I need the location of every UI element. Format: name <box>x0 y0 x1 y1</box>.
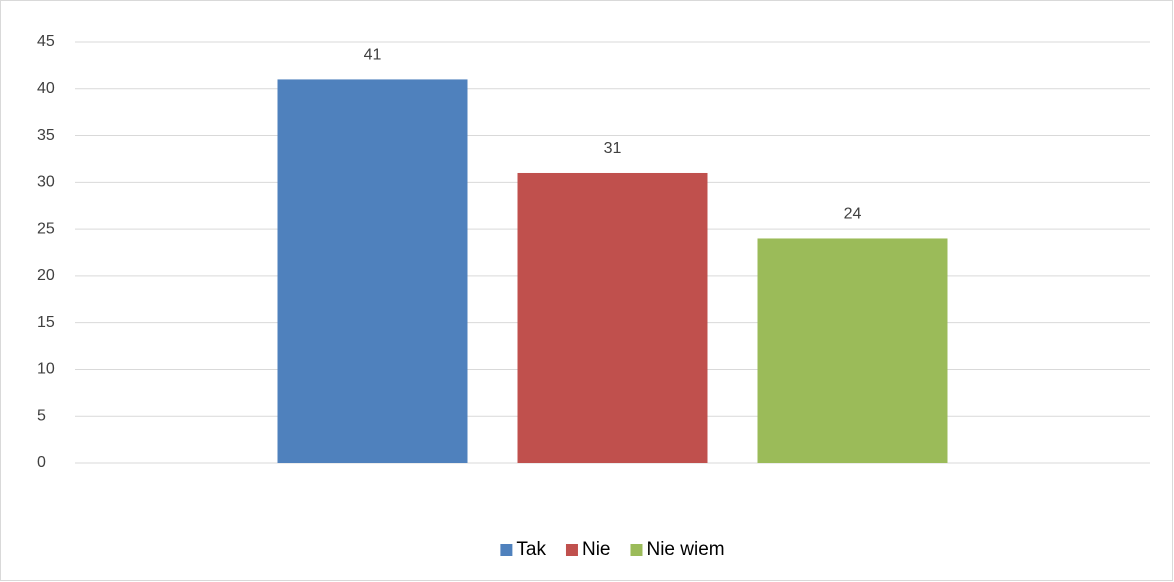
y-tick-label: 25 <box>37 220 55 237</box>
data-label: 31 <box>604 140 622 157</box>
legend-swatch <box>500 544 513 556</box>
bar <box>277 79 468 463</box>
y-tick-label: 10 <box>37 361 55 378</box>
legend-label: Nie <box>582 539 611 560</box>
y-tick-label: 5 <box>37 407 46 424</box>
y-tick-label: 30 <box>37 174 55 191</box>
legend-label: Nie wiem <box>646 539 724 560</box>
data-label: 41 <box>364 47 382 64</box>
legend-label: Tak <box>516 539 546 560</box>
data-label: 24 <box>844 206 862 223</box>
y-tick-label: 35 <box>37 127 55 144</box>
y-tick-label: 40 <box>37 80 55 97</box>
y-tick-label: 20 <box>37 267 55 284</box>
bar <box>517 172 708 463</box>
y-tick-label: 0 <box>37 454 46 471</box>
y-tick-label: 45 <box>37 33 55 50</box>
y-tick-label: 15 <box>37 314 55 331</box>
legend-swatch <box>565 544 578 556</box>
bar <box>757 238 948 463</box>
legend-swatch <box>630 544 643 556</box>
